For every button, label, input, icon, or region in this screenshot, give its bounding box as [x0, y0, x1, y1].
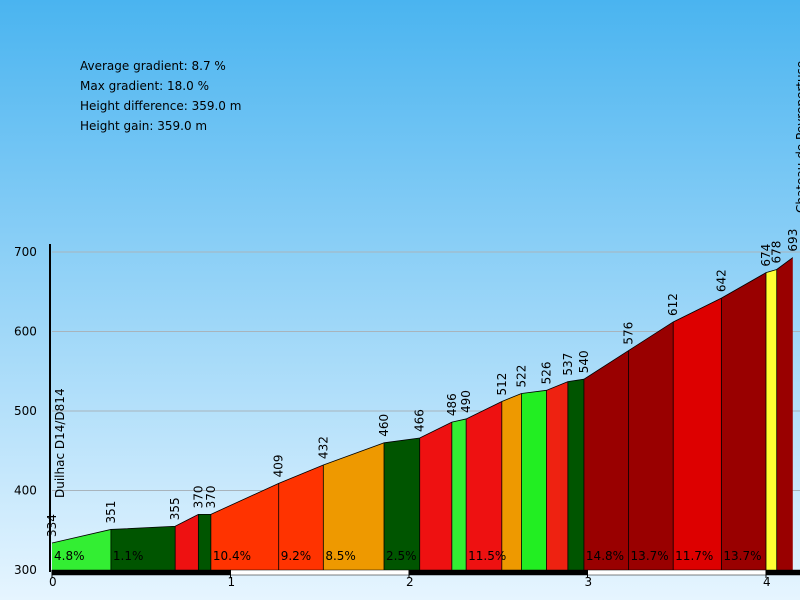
elevation-label: 540: [577, 350, 591, 373]
x-axis-km-bar: [51, 569, 231, 576]
elevation-label: 490: [459, 390, 473, 413]
gradient-segments: [52, 257, 793, 570]
axes: 300 400 500 600 700 0 1 2 3 4: [14, 244, 800, 589]
gradient-segment: [567, 379, 584, 570]
gradient-segment: [384, 438, 420, 570]
gradient-segment: [323, 442, 385, 570]
gradient-segment: [628, 321, 674, 570]
elevation-label: 370: [191, 485, 205, 508]
gradient-segment: [546, 381, 568, 570]
gradient-labels: 4.8% 1.1% 10.4% 9.2% 8.5% 2.5% 11.5% 14.8% 13.7%…: [54, 549, 762, 563]
gradient-segment: [198, 514, 211, 570]
gradient-label: 11.5%: [468, 549, 506, 563]
profile-outline: [51, 257, 794, 544]
x-tick-label: 1: [228, 575, 236, 589]
elevation-label: 370: [204, 485, 218, 508]
gradient-label: 10.4%: [213, 549, 251, 563]
elevation-label: 522: [514, 365, 528, 388]
y-tick-label: 300: [14, 563, 37, 577]
x-axis-km-bar: [587, 569, 767, 576]
elevation-label: 466: [413, 409, 427, 432]
max-gradient: Max gradient: 18.0 %: [80, 79, 209, 93]
gradient-segment: [673, 298, 722, 570]
elevation-label: 351: [104, 501, 118, 524]
gradient-segment: [110, 526, 176, 570]
elevation-label: 693: [786, 229, 800, 252]
elevation-label: 460: [377, 414, 391, 437]
x-tick-label: 0: [49, 575, 57, 589]
gradient-segment: [419, 422, 452, 570]
gradient-segment: [210, 483, 279, 570]
elevation-label: 678: [770, 241, 784, 264]
height-difference: Height difference: 359.0 m: [80, 99, 242, 113]
x-tick-label: 4: [763, 575, 771, 589]
gradient-segment: [721, 272, 766, 570]
x-axis-km-bar: [765, 569, 800, 576]
elevation-label: 334: [45, 514, 59, 537]
y-tick-label: 400: [14, 484, 37, 498]
gradient-label: 2.5%: [386, 549, 417, 563]
gradient-label: 13.7%: [631, 549, 669, 563]
elevation-label: 512: [495, 373, 509, 396]
gradient-segment: [583, 350, 629, 570]
gradient-label: 9.2%: [281, 549, 312, 563]
elevation-label: 576: [622, 322, 636, 345]
x-tick-label: 3: [585, 575, 593, 589]
gradient-segment: [466, 401, 502, 570]
x-axis-km-bar: [230, 569, 410, 576]
y-tick-label: 700: [14, 245, 37, 259]
elevation-label: 674: [759, 244, 773, 267]
elevation-label: 526: [539, 361, 553, 384]
gradient-label: 13.7%: [723, 549, 761, 563]
location-annotation: Chateau de Peyrepertuse: [794, 61, 800, 213]
gradient-segment: [501, 393, 522, 570]
gradient-segment: [776, 257, 793, 570]
x-tick-label: 2: [406, 575, 414, 589]
height-gain: Height gain: 359.0 m: [80, 119, 208, 133]
location-annotations: Duilhac D14/D814 Chateau de Peyrepertuse: [53, 61, 800, 498]
elevation-label: 537: [561, 353, 575, 376]
x-axis-km-bar: [408, 569, 588, 576]
elevation-label: 355: [168, 497, 182, 520]
gradient-segment: [521, 390, 547, 570]
gradient-segment: [766, 269, 777, 570]
gradient-segment: [278, 465, 324, 570]
elevation-label: 432: [316, 436, 330, 459]
segment-dividers: [51, 257, 794, 570]
elevation-label: 409: [272, 454, 286, 477]
gradient-segment: [175, 514, 199, 570]
y-tick-label: 500: [14, 404, 37, 418]
elevation-label: 642: [714, 269, 728, 292]
gradient-label: 11.7%: [675, 549, 713, 563]
gradient-segment: [451, 418, 467, 570]
gradient-label: 1.1%: [113, 549, 144, 563]
gradient-label: 8.5%: [325, 549, 356, 563]
y-tick-label: 600: [14, 325, 37, 339]
gradient-label: 14.8%: [586, 549, 624, 563]
climb-stats: Average gradient: 8.7 % Max gradient: 18…: [80, 56, 241, 136]
gradient-label: 4.8%: [54, 549, 85, 563]
average-gradient: Average gradient: 8.7 %: [80, 59, 226, 73]
location-annotation: Duilhac D14/D814: [53, 388, 67, 498]
elevation-label: 612: [666, 293, 680, 316]
elevation-label: 486: [445, 393, 459, 416]
